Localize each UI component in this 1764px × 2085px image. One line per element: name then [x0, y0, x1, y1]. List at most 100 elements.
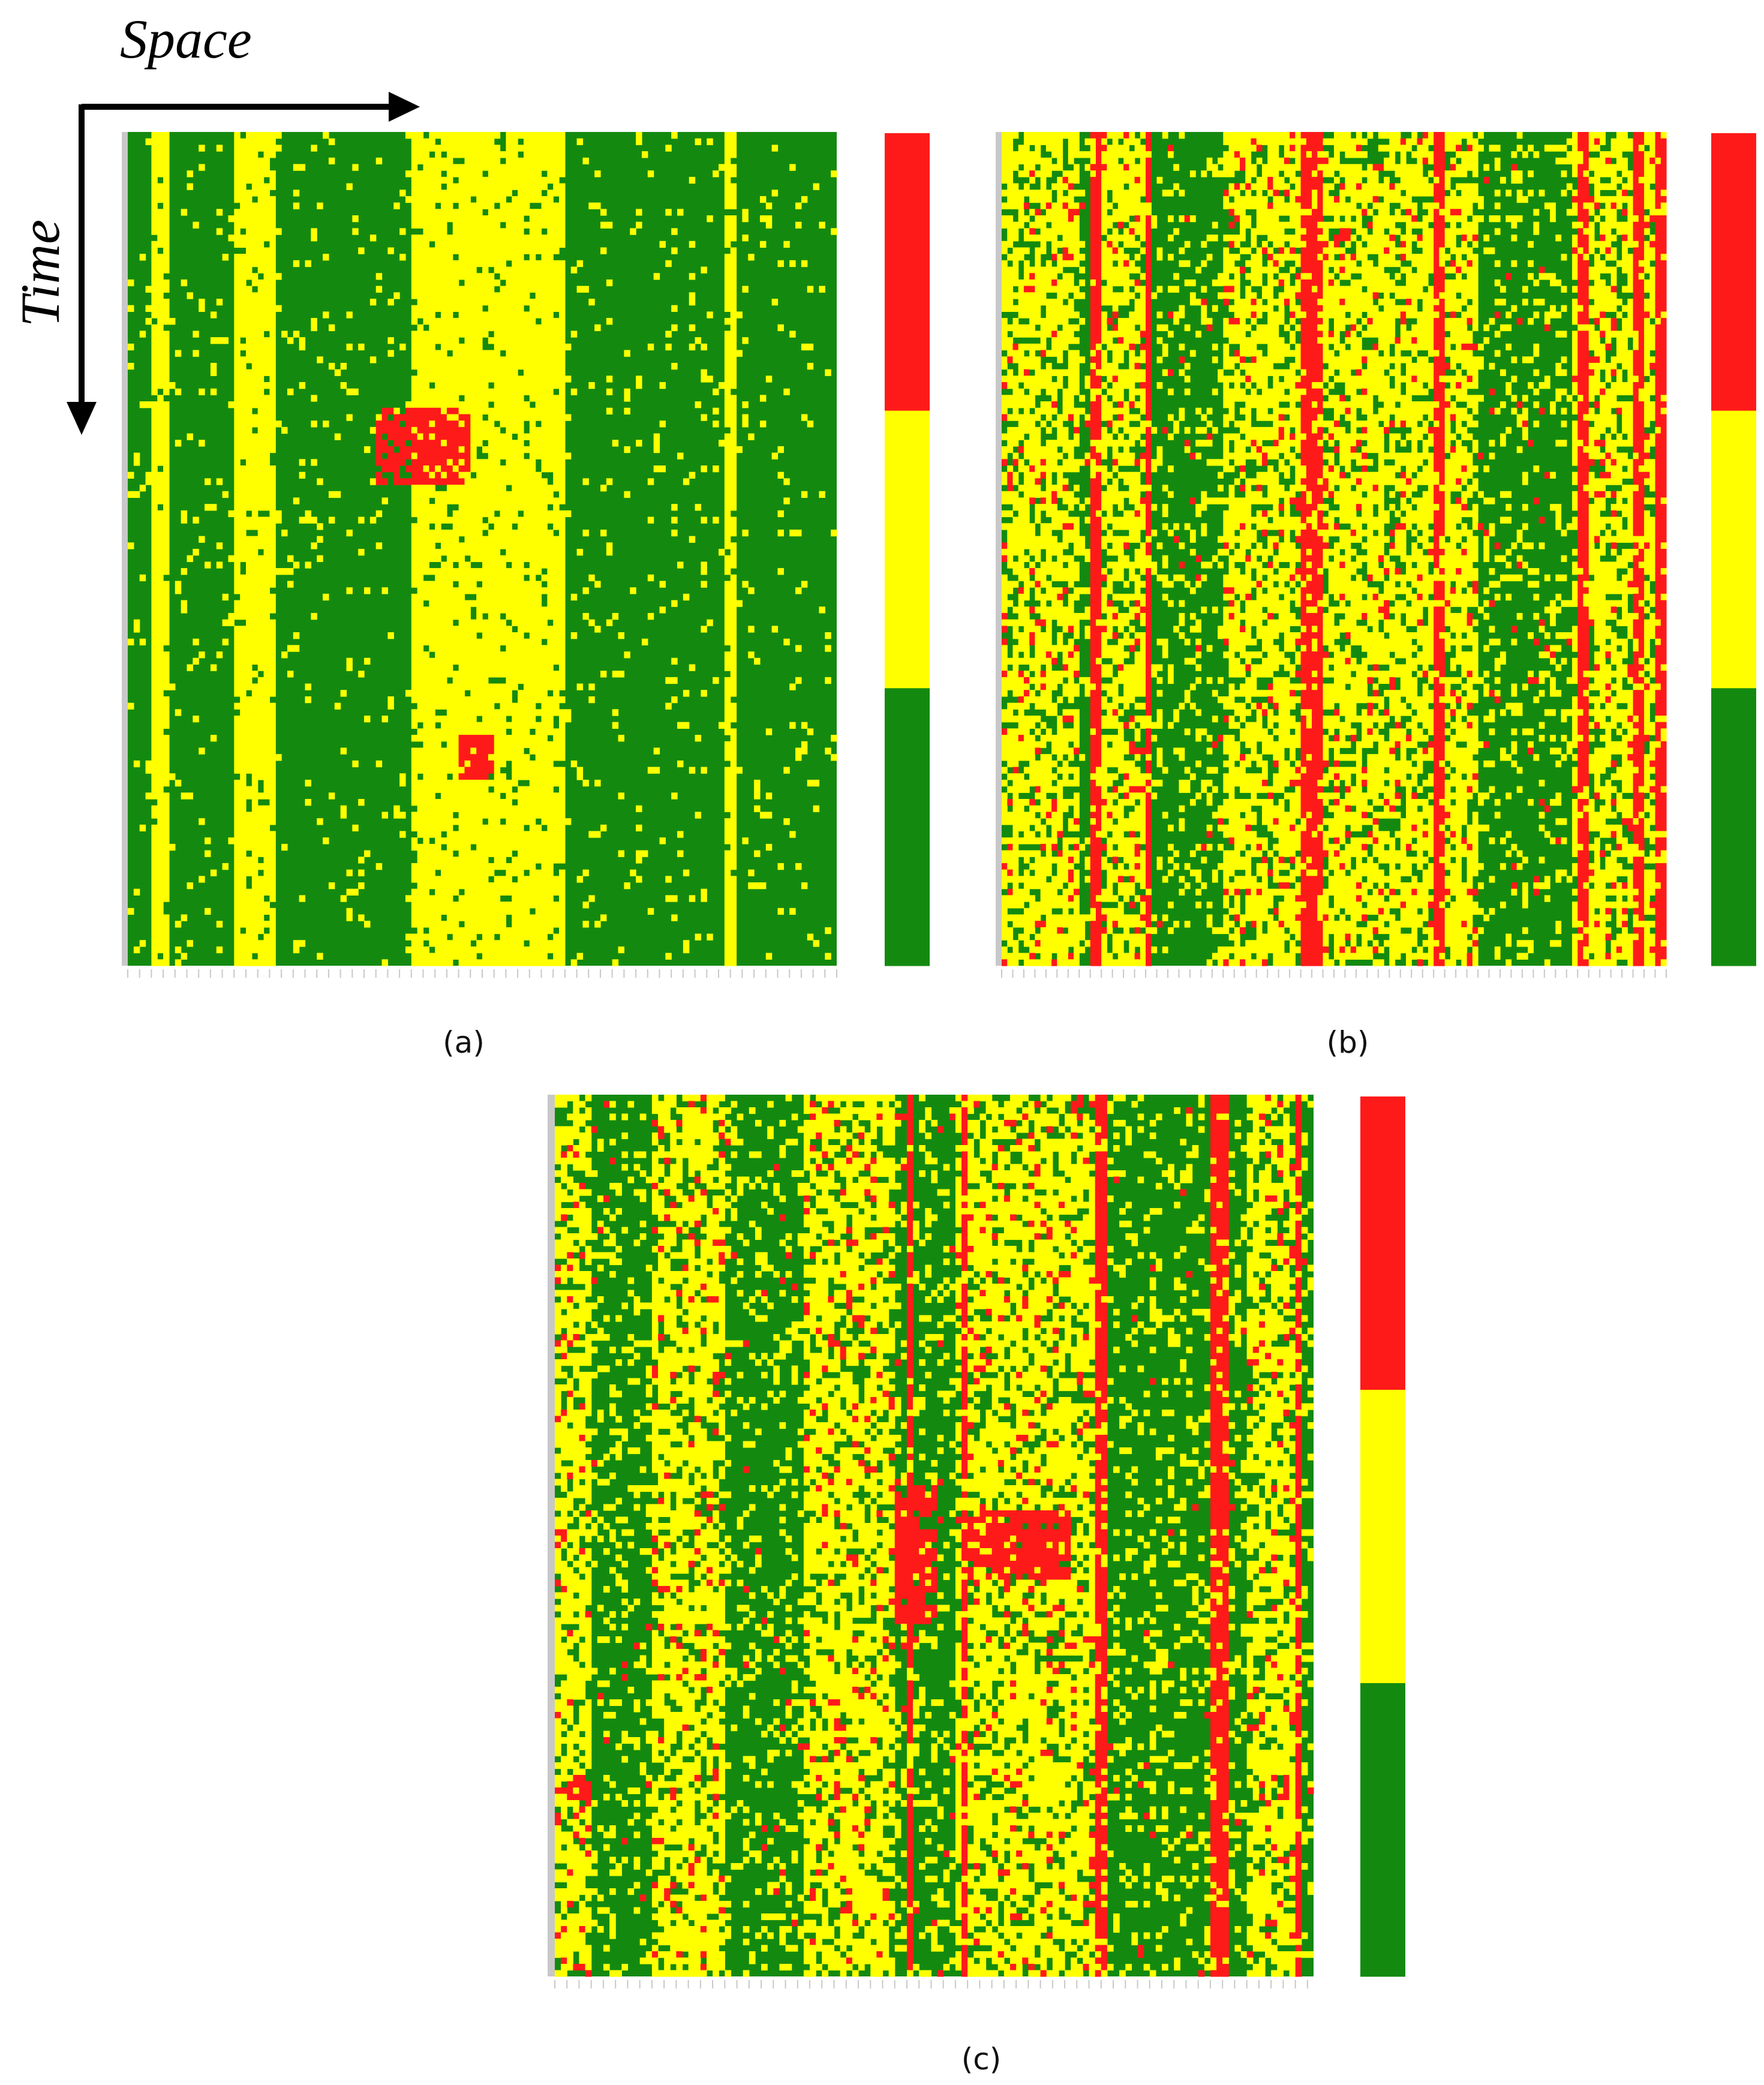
- heatmap-cell-run: [582, 902, 589, 909]
- heatmap-cell-run: [1555, 664, 1562, 671]
- heatmap-cell-run: [476, 568, 483, 582]
- heatmap-cell-run: [240, 626, 247, 928]
- heatmap-cell-run: [1610, 516, 1617, 530]
- heatmap-cell-run: [1012, 471, 1019, 485]
- heatmap-cell-run: [1505, 792, 1512, 800]
- heatmap-cell-run: [612, 440, 619, 447]
- heatmap-cell-run: [1057, 600, 1063, 626]
- heatmap-cell-run: [1051, 536, 1057, 556]
- heatmap-cell-run: [257, 876, 265, 935]
- heatmap-cell-run: [1095, 767, 1102, 787]
- heatmap-cell-run: [1029, 209, 1035, 216]
- heatmap-cell-run: [1622, 574, 1628, 626]
- heatmap-cell-run: [1594, 215, 1600, 223]
- heatmap-cell-run: [1505, 311, 1512, 319]
- heatmap-cell-run: [1023, 767, 1030, 774]
- heatmap-cell-run: [1079, 318, 1086, 325]
- heatmap-cell-run: [1439, 902, 1446, 909]
- heatmap-cell-run: [1538, 299, 1545, 306]
- heatmap-cell-run: [1300, 581, 1307, 588]
- heatmap-cell-run: [1002, 709, 1008, 723]
- heatmap-cell-run: [1439, 568, 1446, 575]
- heatmap-cell-run: [636, 221, 642, 229]
- heatmap-cell-run: [446, 356, 453, 408]
- heatmap-cell-run: [1029, 690, 1035, 704]
- heatmap-cell-run: [1411, 343, 1418, 357]
- heatmap-cell-run: [1290, 632, 1296, 652]
- heatmap-cell-run: [1450, 190, 1456, 209]
- heatmap-cell-run: [689, 324, 696, 332]
- heatmap-cell-run: [1323, 773, 1329, 787]
- heatmap-cell-run: [1434, 940, 1440, 947]
- heatmap-cell-run: [588, 895, 595, 902]
- heatmap-cell-run: [1577, 401, 1584, 440]
- heatmap-cell-run: [145, 305, 152, 312]
- heatmap-cell-run: [730, 876, 737, 966]
- heatmap-cell-run: [1074, 132, 1080, 158]
- heatmap-cell-run: [1112, 420, 1119, 434]
- heatmap-cell-run: [1007, 876, 1014, 883]
- heatmap-cell-run: [1456, 440, 1462, 479]
- heatmap-cell-run: [582, 478, 589, 485]
- heatmap-cell-run: [1018, 671, 1024, 678]
- heatmap-cell-run: [1079, 254, 1086, 261]
- heatmap-cell-run: [1323, 433, 1329, 440]
- heatmap-cell-run: [1544, 202, 1550, 209]
- heatmap-cell-run: [181, 510, 188, 524]
- heatmap-cell-run: [1112, 786, 1119, 793]
- heatmap-cell-run: [1317, 485, 1324, 504]
- heatmap-cell-run: [1544, 632, 1550, 639]
- heatmap-cell-run: [1350, 549, 1357, 556]
- heatmap-cell-run: [1638, 568, 1645, 601]
- heatmap-cell-run: [293, 164, 300, 171]
- heatmap-cell-run: [1461, 555, 1468, 588]
- heatmap-cell-run: [1345, 318, 1351, 325]
- heatmap-cell-run: [187, 183, 193, 190]
- heatmap-cell-run: [1345, 478, 1351, 524]
- heatmap-cell-run: [801, 882, 808, 890]
- heatmap-cell-run: [1400, 247, 1407, 254]
- heatmap-cell-run: [1572, 132, 1578, 178]
- heatmap-cell-run: [1622, 286, 1628, 293]
- heatmap-cell-run: [375, 286, 383, 293]
- heatmap-cell-run: [1450, 170, 1456, 178]
- heatmap-cell-run: [423, 138, 429, 325]
- heatmap-cell-run: [1494, 228, 1501, 235]
- heatmap-cell-run: [1284, 369, 1290, 389]
- heatmap-cell-run: [1538, 722, 1545, 729]
- heatmap-cell-run: [1372, 946, 1379, 954]
- heatmap-cell-run: [228, 555, 235, 562]
- heatmap-cell-run: [1367, 324, 1374, 338]
- heatmap-cell-run: [671, 792, 678, 800]
- heatmap-cell-run: [1012, 452, 1019, 459]
- heatmap-cell-run: [222, 638, 229, 645]
- heatmap-cell-run: [1533, 369, 1540, 376]
- heatmap-cell-run: [1300, 626, 1307, 633]
- heatmap-cell-run: [1300, 311, 1307, 319]
- heatmap-cell-run: [1367, 857, 1374, 890]
- heatmap-cell-run: [518, 157, 524, 370]
- heatmap-cell-run: [1444, 709, 1451, 723]
- heatmap-cell-run: [1189, 529, 1196, 543]
- heatmap-cell-run: [1112, 869, 1119, 883]
- heatmap-cell-run: [1450, 593, 1456, 607]
- heatmap-cell-run: [1605, 151, 1612, 158]
- heatmap-cell-run: [1544, 145, 1550, 152]
- heatmap-cell-run: [1655, 888, 1661, 966]
- heatmap-cell-run: [1472, 933, 1478, 941]
- heatmap-cell-run: [1461, 593, 1468, 633]
- heatmap-cell-run: [500, 651, 506, 678]
- heatmap-cell-run: [1395, 831, 1401, 838]
- heatmap-cell-run: [1273, 299, 1279, 306]
- heatmap-cell-run: [157, 209, 164, 248]
- heatmap-cell-run: [1367, 574, 1374, 582]
- heatmap-cell-run: [1622, 709, 1628, 729]
- heatmap-cell-run: [1062, 568, 1069, 582]
- heatmap-cell-run: [1655, 164, 1661, 209]
- heatmap-cell-run: [1588, 504, 1595, 575]
- heatmap-cell-run: [346, 414, 353, 421]
- heatmap-cell-run: [1218, 863, 1224, 870]
- heatmap-cell-run: [1040, 561, 1047, 588]
- heatmap-cell-run: [683, 869, 690, 876]
- heatmap-cell-run: [128, 471, 134, 479]
